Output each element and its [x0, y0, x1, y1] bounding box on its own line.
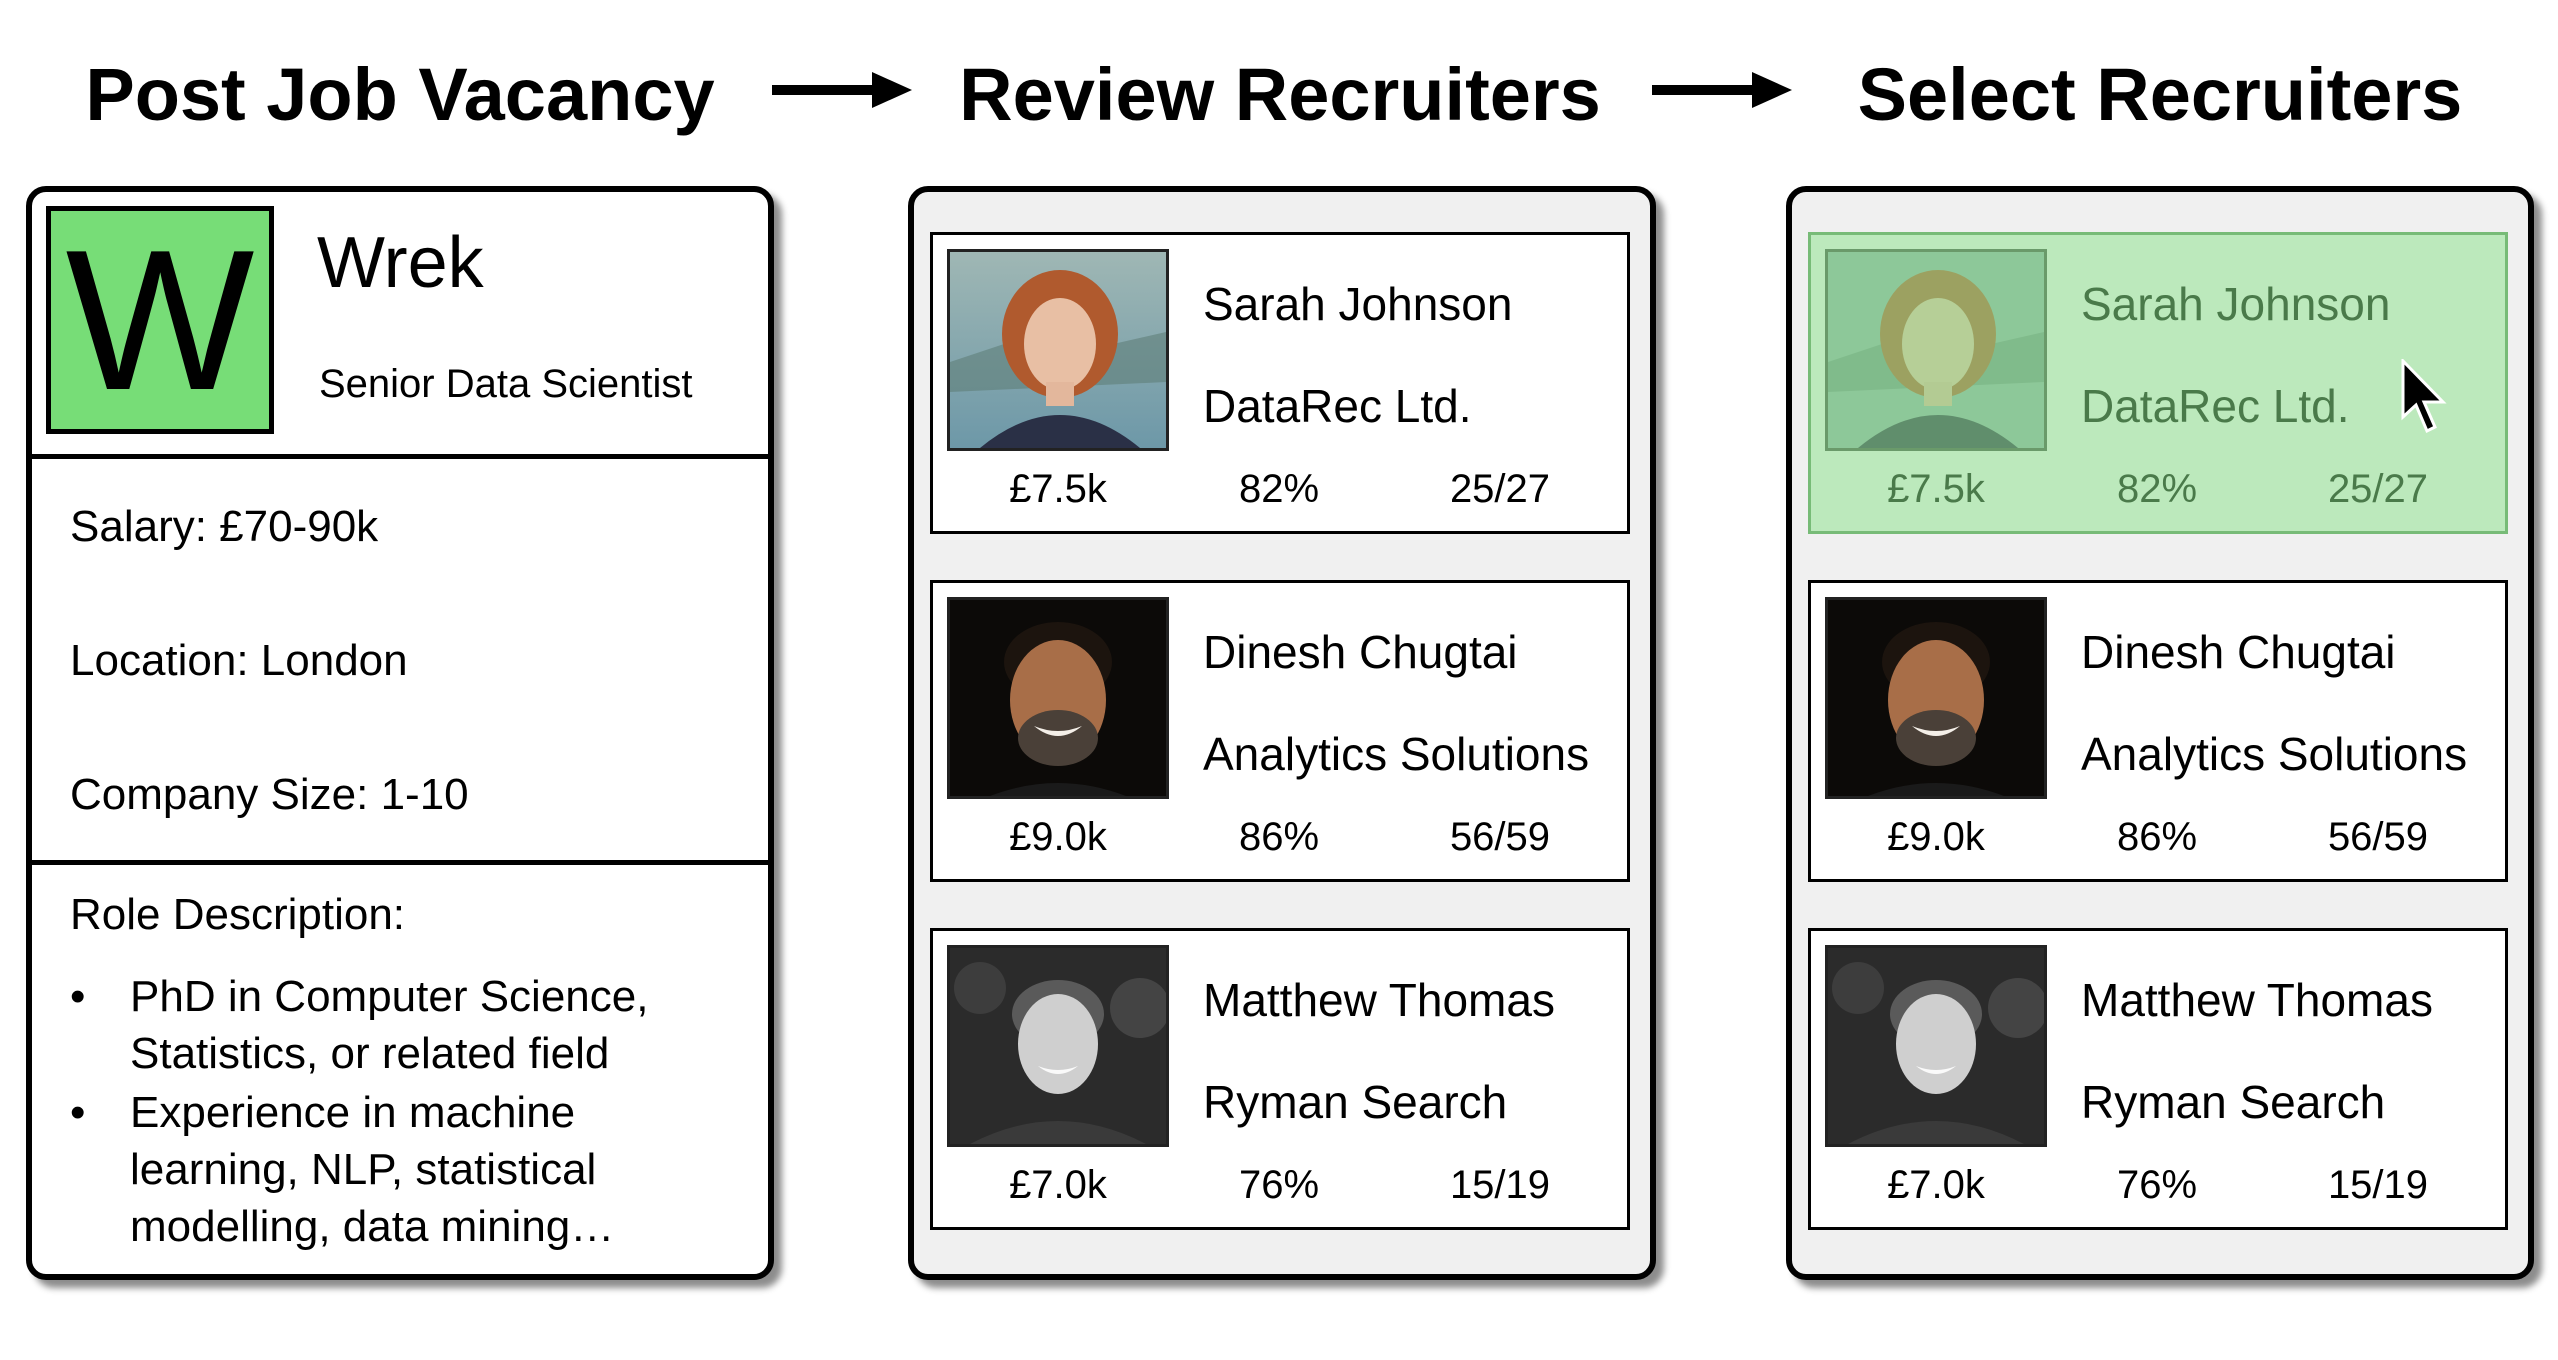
step-title-select: Select Recruiters: [1857, 53, 2463, 136]
right-arrow-icon: [1652, 72, 1792, 108]
recruiter-score: 56/59: [1449, 815, 1551, 859]
selection-tint: [1828, 252, 2044, 448]
recruiter-rate: 82%: [2116, 467, 2198, 511]
recruiter-fee: £7.5k: [1009, 467, 1107, 511]
job-vacancy-card: W Wrek Senior Data Scientist Salary: £70…: [26, 186, 774, 1280]
recruiter-rate: 76%: [1238, 1163, 1320, 1207]
role-description-label: Role Description:: [70, 890, 406, 939]
recruiter-name: Sarah Johnson: [1203, 278, 1513, 330]
divider: [32, 454, 768, 459]
recruiter-fee: £7.0k: [1887, 1163, 1985, 1207]
right-arrow-icon: [772, 72, 912, 108]
recruiter-rate: 86%: [1238, 815, 1320, 859]
avatar: [947, 597, 1169, 799]
recruiter-rate: 82%: [1238, 467, 1320, 511]
recruiter-card[interactable]: Sarah Johnson DataRec Ltd. £7.5k 82% 25/…: [930, 232, 1630, 534]
recruiter-name: Dinesh Chugtai: [2081, 626, 2396, 678]
avatar: [947, 249, 1169, 451]
recruiter-name: Sarah Johnson: [2081, 278, 2391, 330]
recruiter-company: Analytics Solutions: [2081, 728, 2468, 780]
list-item: • PhD in Computer Science, Statistics, o…: [70, 968, 750, 1082]
recruiter-company: Ryman Search: [1203, 1076, 1508, 1128]
recruiter-score: 56/59: [2327, 815, 2429, 859]
recruiter-card[interactable]: Dinesh Chugtai Analytics Solutions £9.0k…: [930, 580, 1630, 882]
avatar: [1825, 249, 2047, 451]
avatar: [947, 945, 1169, 1147]
recruiter-rate: 76%: [2116, 1163, 2198, 1207]
recruiter-name: Dinesh Chugtai: [1203, 626, 1518, 678]
recruiter-rate: 86%: [2116, 815, 2198, 859]
recruiter-fee: £9.0k: [1009, 815, 1107, 859]
recruiter-company: DataRec Ltd.: [1203, 380, 1472, 432]
recruiter-fee: £9.0k: [1887, 815, 1985, 859]
bullet-text: Experience in machine learning, NLP, sta…: [130, 1088, 615, 1251]
recruiter-card-selected[interactable]: Sarah Johnson DataRec Ltd. £7.5k 82% 25/…: [1808, 232, 2508, 534]
job-title: Senior Data Scientist: [319, 362, 693, 406]
recruiter-score: 15/19: [1449, 1163, 1551, 1207]
recruiter-score: 25/27: [2327, 467, 2429, 511]
recruiter-company: DataRec Ltd.: [2081, 380, 2350, 432]
recruiter-card[interactable]: Matthew Thomas Ryman Search £7.0k 76% 15…: [1808, 928, 2508, 1230]
company-size-text: Company Size: 1-10: [70, 770, 469, 819]
review-recruiters-panel: Sarah Johnson DataRec Ltd. £7.5k 82% 25/…: [908, 186, 1656, 1280]
recruiter-name: Matthew Thomas: [1203, 974, 1555, 1026]
recruiter-company: Ryman Search: [2081, 1076, 2386, 1128]
job-header: W Wrek Senior Data Scientist: [32, 192, 768, 457]
recruiter-card[interactable]: Matthew Thomas Ryman Search £7.0k 76% 15…: [930, 928, 1630, 1230]
avatar: [1825, 945, 2047, 1147]
recruiter-score: 25/27: [1449, 467, 1551, 511]
recruiter-fee: £7.0k: [1009, 1163, 1107, 1207]
company-logo: W: [46, 206, 274, 434]
avatar: [1825, 597, 2047, 799]
location-text: Location: London: [70, 636, 408, 685]
role-bullets: • PhD in Computer Science, Statistics, o…: [70, 968, 750, 1257]
recruiter-card[interactable]: Dinesh Chugtai Analytics Solutions £9.0k…: [1808, 580, 2508, 882]
recruiter-score: 15/19: [2327, 1163, 2429, 1207]
bullet-text: PhD in Computer Science, Statistics, or …: [130, 972, 649, 1078]
mouse-pointer-icon: [2401, 359, 2447, 434]
recruiter-name: Matthew Thomas: [2081, 974, 2433, 1026]
company-name: Wrek: [317, 223, 484, 303]
salary-text: Salary: £70-90k: [70, 502, 379, 551]
recruiter-company: Analytics Solutions: [1203, 728, 1590, 780]
bullet-icon: •: [70, 972, 86, 1021]
divider: [32, 860, 768, 865]
step-title-post-job: Post Job Vacancy: [85, 53, 715, 136]
recruiter-fee: £7.5k: [1887, 467, 1985, 511]
select-recruiters-panel: Sarah Johnson DataRec Ltd. £7.5k 82% 25/…: [1786, 186, 2534, 1280]
bullet-icon: •: [70, 1088, 86, 1137]
step-title-review: Review Recruiters: [959, 53, 1601, 136]
list-item: • Experience in machine learning, NLP, s…: [70, 1084, 750, 1255]
